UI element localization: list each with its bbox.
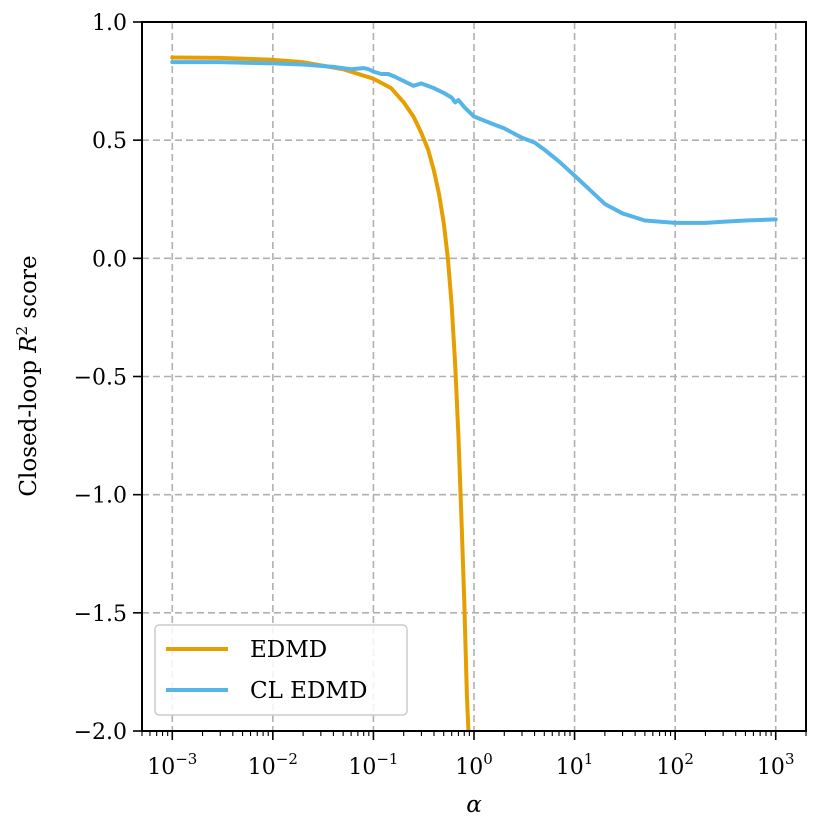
y-axis-label-pre: Closed-loop [16,353,42,497]
x-tick-label: 103 [757,750,795,780]
series-layer [170,55,778,731]
x-tick-label: 101 [556,750,594,780]
x-tick-labels: 10−3 10−2 10−1 100 101 102 103 [147,750,794,780]
x-tick-label-base: 10 [757,755,785,780]
y-tick-labels: 1.0 0.5 0.0 −0.5 −1.0 −1.5 −2.0 [74,11,127,745]
y-axis-label-post: score [16,255,42,325]
x-tick-label-base: 10 [348,755,376,780]
x-tick-label: 10−1 [348,750,398,780]
legend-label-cl-edmd: CL EDMD [250,678,367,704]
y-tick-label: −2.0 [74,720,127,745]
x-tick-label-exponent: −2 [276,750,298,768]
y-axis-label-sup: 2 [13,326,31,336]
y-tick-label: 1.0 [92,11,127,36]
legend-label-edmd: EDMD [250,637,327,663]
x-tick-label-exponent: 2 [684,750,694,768]
x-tick-label: 100 [455,750,493,780]
x-tick-label: 10−2 [248,750,298,780]
x-tick-label-exponent: −1 [376,750,398,768]
x-tick-label: 10−3 [147,750,197,780]
x-tick-label-base: 10 [455,755,483,780]
x-tick-label: 102 [656,750,694,780]
y-tick-label: 0.0 [92,247,127,272]
y-tick-label: −1.5 [74,602,127,627]
x-tick-label-exponent: 1 [584,750,594,768]
y-tick-label: −0.5 [74,366,127,391]
x-tick-label-exponent: 3 [785,750,795,768]
x-tick-label-base: 10 [248,755,276,780]
y-tick-label: 0.5 [92,129,127,154]
y-axis-label: Closed-loop R2 score [13,255,42,496]
x-tick-label-exponent: −3 [175,750,197,768]
x-tick-label-base: 10 [656,755,684,780]
x-tick-label-exponent: 0 [483,750,493,768]
x-tick-label-base: 10 [147,755,175,780]
x-tick-label-base: 10 [556,755,584,780]
series-line-cl-edmd [170,60,778,225]
legend: EDMD CL EDMD [154,624,408,716]
y-tick-label: −1.0 [74,484,127,509]
y-axis-label-var: R [16,335,42,353]
tick-layer [133,21,807,740]
x-axis-label: α [466,792,482,818]
